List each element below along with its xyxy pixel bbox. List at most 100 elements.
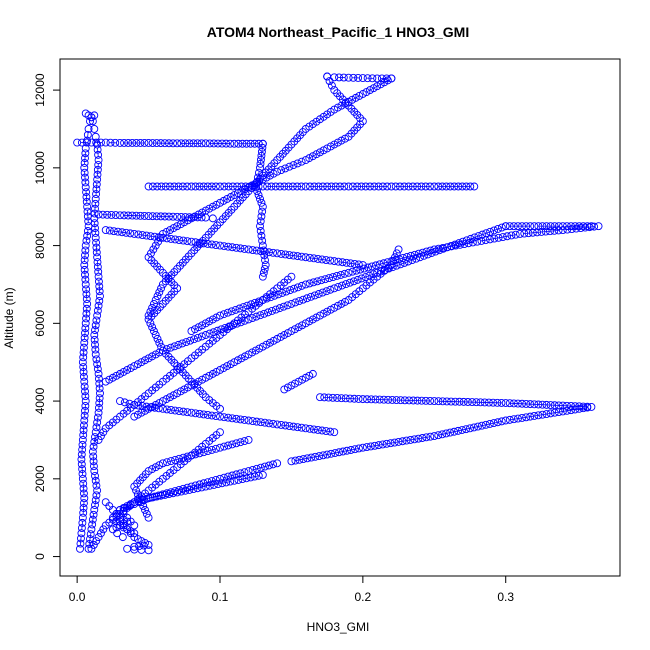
data-point xyxy=(350,394,359,403)
data-point xyxy=(154,404,163,413)
series-track xyxy=(116,517,153,555)
data-point xyxy=(239,303,248,312)
data-point xyxy=(466,234,475,243)
data-point xyxy=(434,431,443,440)
series-segment xyxy=(164,275,176,287)
data-point xyxy=(91,326,99,335)
data-point xyxy=(86,530,95,539)
series-segment xyxy=(280,332,289,338)
data-point xyxy=(267,307,276,315)
data-point xyxy=(250,139,259,148)
data-point xyxy=(140,139,149,147)
data-point xyxy=(79,508,88,517)
data-point xyxy=(80,163,89,172)
data-point xyxy=(178,339,187,348)
data-point xyxy=(335,448,343,457)
x-tick-label: 0.3 xyxy=(497,590,514,604)
data-point xyxy=(367,262,376,271)
data-point xyxy=(331,182,340,191)
series-segment xyxy=(95,357,99,371)
y-tick-label: 10000 xyxy=(33,151,47,185)
data-point xyxy=(226,139,235,148)
data-point xyxy=(83,207,92,216)
data-point xyxy=(81,173,89,182)
data-point xyxy=(518,413,526,422)
data-point xyxy=(144,212,153,220)
data-point xyxy=(382,74,391,83)
data-point xyxy=(414,249,423,258)
data-point xyxy=(94,408,103,417)
data-point xyxy=(91,496,100,505)
data-point xyxy=(87,525,96,534)
series-segment xyxy=(97,299,100,313)
series-segment xyxy=(294,447,360,462)
data-point xyxy=(142,231,151,240)
data-point xyxy=(309,254,318,263)
data-point xyxy=(534,411,543,420)
data-point xyxy=(413,396,422,405)
data-point xyxy=(279,302,288,311)
series-segment xyxy=(84,404,86,418)
data-point xyxy=(92,316,101,325)
data-point xyxy=(384,264,393,273)
data-point xyxy=(542,410,551,418)
series-segment xyxy=(85,307,88,320)
data-point xyxy=(413,182,422,191)
data-point xyxy=(82,193,91,201)
data-point xyxy=(287,457,296,466)
data-point xyxy=(265,461,273,470)
series-segment xyxy=(97,163,99,177)
data-point xyxy=(244,245,253,254)
data-point xyxy=(267,182,276,191)
data-point xyxy=(258,236,267,245)
data-point xyxy=(81,401,90,410)
series-segment xyxy=(94,202,96,215)
data-point xyxy=(406,435,415,444)
data-point xyxy=(175,407,184,416)
series-track xyxy=(130,245,403,421)
data-point xyxy=(405,396,414,405)
data-point xyxy=(195,409,204,418)
data-point xyxy=(101,424,110,433)
data-point xyxy=(148,212,157,221)
data-point xyxy=(301,253,310,262)
data-point xyxy=(256,159,265,168)
data-point xyxy=(369,270,378,279)
data-point xyxy=(390,438,399,447)
data-point xyxy=(348,182,357,191)
data-point xyxy=(90,111,99,120)
data-point xyxy=(95,297,104,305)
data-point xyxy=(93,170,102,179)
data-point xyxy=(111,211,120,220)
data-point xyxy=(301,424,310,433)
data-point xyxy=(340,269,349,278)
data-point xyxy=(339,447,347,456)
data-point xyxy=(311,452,320,461)
data-point xyxy=(93,413,102,422)
data-point xyxy=(353,182,362,191)
data-point xyxy=(505,415,514,424)
data-point xyxy=(94,533,103,542)
data-point xyxy=(572,224,581,233)
data-point xyxy=(289,251,298,260)
series-segment xyxy=(308,316,318,323)
data-point xyxy=(236,438,245,447)
series-segment xyxy=(85,229,89,243)
data-point xyxy=(322,427,331,436)
data-point xyxy=(247,300,256,309)
data-point xyxy=(136,211,145,220)
data-point xyxy=(408,256,417,265)
data-point xyxy=(132,211,141,220)
data-point xyxy=(139,541,148,550)
data-point xyxy=(451,240,460,249)
data-point xyxy=(181,139,190,148)
data-point xyxy=(91,204,99,213)
series-segment xyxy=(97,260,99,274)
series-segment xyxy=(223,245,246,250)
series-segment xyxy=(265,340,275,346)
data-point xyxy=(334,282,343,291)
data-point xyxy=(402,436,411,445)
data-point xyxy=(81,397,90,406)
series-segment xyxy=(280,253,303,258)
data-point xyxy=(408,182,417,191)
